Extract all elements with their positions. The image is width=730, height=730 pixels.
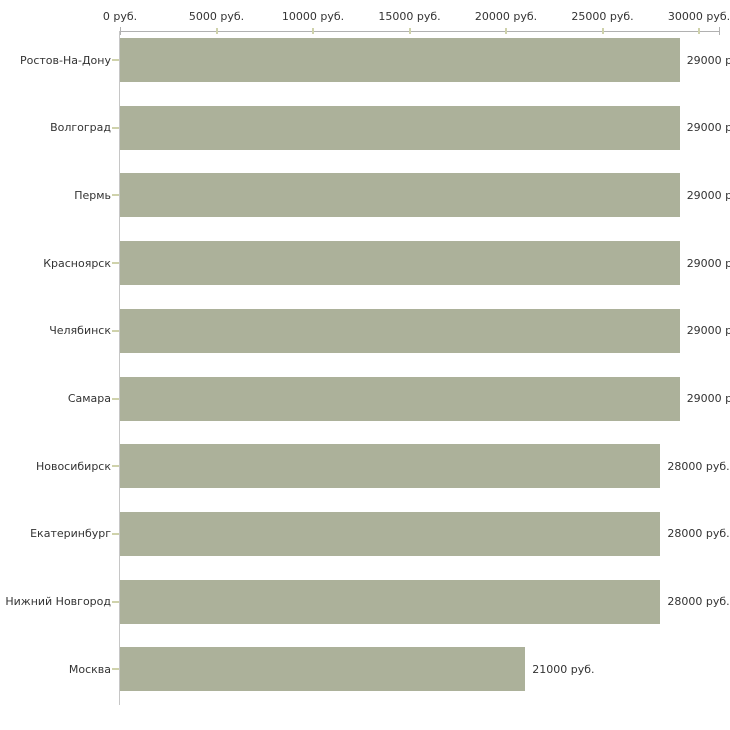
category-tick-mark bbox=[112, 668, 119, 671]
value-label: 29000 руб. bbox=[686, 256, 730, 270]
value-label: 28000 руб. bbox=[667, 459, 730, 473]
category-tick-mark bbox=[112, 262, 119, 265]
category-tick-mark bbox=[112, 194, 119, 197]
x-tick-label: 30000 руб. bbox=[667, 10, 730, 23]
category-tick-mark bbox=[112, 397, 119, 400]
category-label: Самара bbox=[67, 392, 111, 405]
bar-2 bbox=[120, 105, 680, 150]
x-axis-line bbox=[120, 31, 719, 32]
category-label: Волгоград bbox=[50, 121, 111, 135]
value-label: 28000 руб. bbox=[667, 527, 730, 541]
x-axis-tick-mark bbox=[505, 28, 507, 34]
x-tick-label: 0 руб. bbox=[102, 10, 138, 23]
bar-7 bbox=[120, 444, 661, 489]
x-tick-label: 10000 руб. bbox=[281, 10, 345, 23]
value-label: 28000 руб. bbox=[667, 595, 730, 609]
x-tick-label: 20000 руб. bbox=[474, 10, 538, 23]
value-label: 29000 руб. bbox=[686, 53, 730, 67]
category-tick-mark bbox=[112, 600, 119, 603]
value-label: 29000 руб. bbox=[686, 392, 730, 405]
x-axis-tick-mark bbox=[215, 28, 218, 34]
category-label: Нижний Новгород bbox=[5, 595, 111, 609]
category-label: Пермь bbox=[74, 188, 111, 202]
bar-6 bbox=[120, 376, 680, 421]
category-label: Челябинск bbox=[49, 324, 111, 338]
category-tick-mark bbox=[112, 126, 119, 129]
x-axis-tick-mark bbox=[601, 28, 604, 34]
value-label: 29000 руб. bbox=[686, 188, 730, 202]
bar-1 bbox=[120, 38, 680, 82]
x-axis-tick-mark bbox=[408, 28, 411, 34]
category-label: Екатеринбург bbox=[30, 527, 111, 541]
category-label: Ростов-На-Дону bbox=[19, 53, 111, 67]
category-label: Новосибирск bbox=[35, 459, 111, 473]
category-tick-mark bbox=[112, 329, 119, 332]
value-label: 29000 руб. bbox=[686, 324, 730, 338]
x-tick-label: 15000 руб. bbox=[378, 10, 441, 23]
axis-end-cap bbox=[719, 27, 720, 35]
bar-4 bbox=[120, 241, 680, 286]
bar-8 bbox=[120, 511, 661, 556]
bar-5 bbox=[120, 308, 680, 353]
x-axis-tick-mark bbox=[312, 28, 314, 34]
bar-10 bbox=[120, 647, 526, 692]
value-label: 21000 руб. bbox=[532, 662, 595, 676]
bar-9 bbox=[120, 579, 661, 624]
category-tick-mark bbox=[112, 532, 119, 535]
bar-3 bbox=[120, 173, 680, 218]
x-tick-label: 25000 руб. bbox=[571, 10, 634, 23]
x-axis-tick-mark bbox=[698, 28, 700, 34]
value-label: 29000 руб. bbox=[686, 121, 730, 135]
x-tick-label: 5000 руб. bbox=[188, 10, 245, 23]
category-tick-mark bbox=[112, 465, 119, 468]
axis-end-cap bbox=[120, 27, 121, 35]
category-label: Красноярск bbox=[43, 256, 111, 270]
y-axis-line bbox=[119, 31, 120, 706]
category-label: Москва bbox=[68, 662, 111, 676]
category-tick-mark bbox=[112, 59, 119, 61]
